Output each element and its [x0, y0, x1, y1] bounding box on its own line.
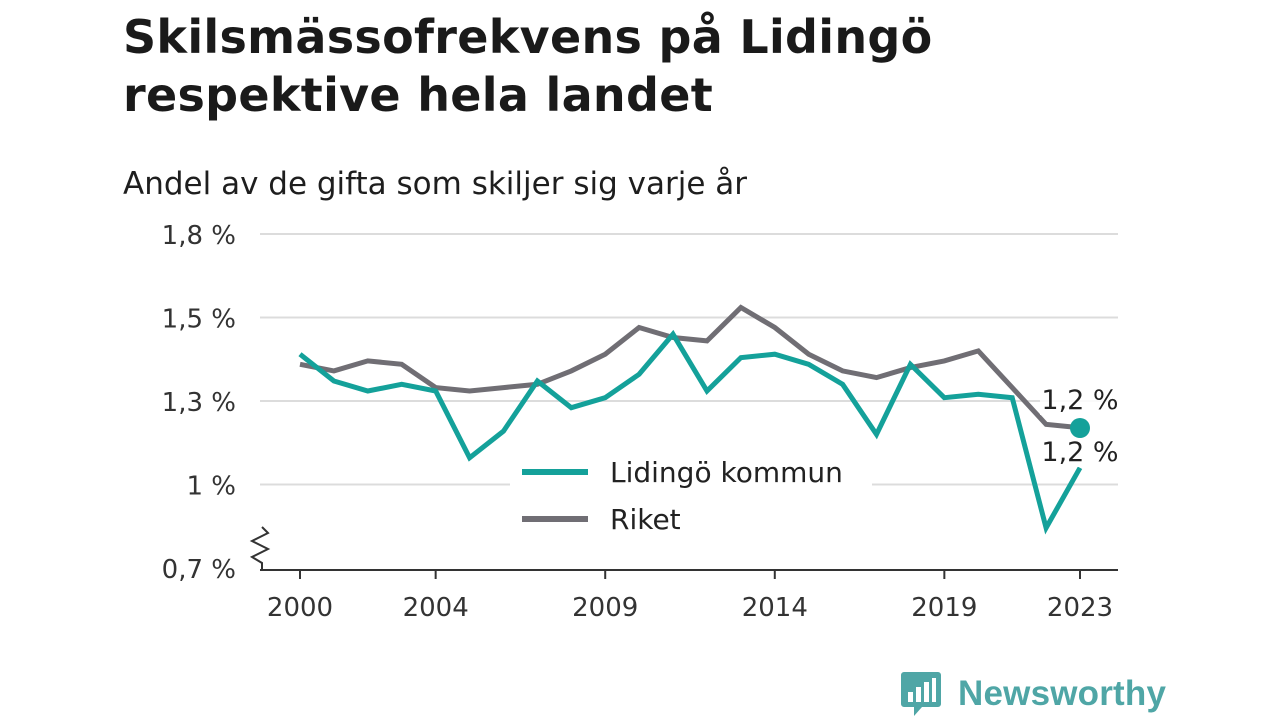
y-tick-label: 0,7 % — [162, 555, 236, 585]
newsworthy-logo: Newsworthy — [900, 670, 1166, 718]
x-tick-label: 2023 — [1047, 593, 1113, 623]
chart-title: Skilsmässofrekvens på Lidingö respektive… — [123, 10, 933, 122]
end-label-background — [1040, 383, 1120, 415]
x-tick-label: 2009 — [572, 593, 638, 623]
axis-break-mark — [249, 526, 271, 570]
x-tick-label: 2004 — [403, 593, 469, 623]
y-tick-label: 1 % — [186, 472, 236, 502]
y-tick-label: 1,8 % — [162, 221, 236, 251]
y-tick-label: 1,5 % — [162, 305, 236, 335]
legend-label: Lidingö kommun — [610, 456, 843, 489]
x-axis: 2000 2004 2009 2014 2019 2023 — [249, 526, 1118, 623]
end-label: 1,2 % — [1041, 437, 1118, 468]
end-marker — [1070, 418, 1090, 438]
gridlines — [260, 233, 1118, 486]
x-tick-label: 2014 — [742, 593, 808, 623]
chart-subtitle: Andel av de gifta som skiljer sig varje … — [123, 166, 747, 202]
legend: Lidingö kommun Riket — [510, 450, 872, 550]
x-tick-label: 2000 — [267, 593, 333, 623]
y-axis-tick-labels: 0,7 % 1 % 1,3 % 1,5 % 1,8 % — [162, 221, 236, 585]
newsworthy-logo-icon — [901, 672, 941, 716]
legend-background — [510, 450, 872, 550]
series-line-riket — [299, 304, 1081, 431]
brand-name: Newsworthy — [958, 674, 1167, 713]
x-tick-label: 2019 — [911, 593, 977, 623]
end-label-background — [1040, 435, 1120, 467]
series-line-lidingo — [298, 329, 1083, 535]
series-lines — [298, 304, 1083, 535]
end-label: 1,2 % — [1041, 385, 1118, 416]
y-tick-label: 1,3 % — [162, 388, 236, 418]
end-labels: 1,2 % 1,2 % — [1040, 383, 1120, 468]
legend-label: Riket — [610, 503, 681, 536]
